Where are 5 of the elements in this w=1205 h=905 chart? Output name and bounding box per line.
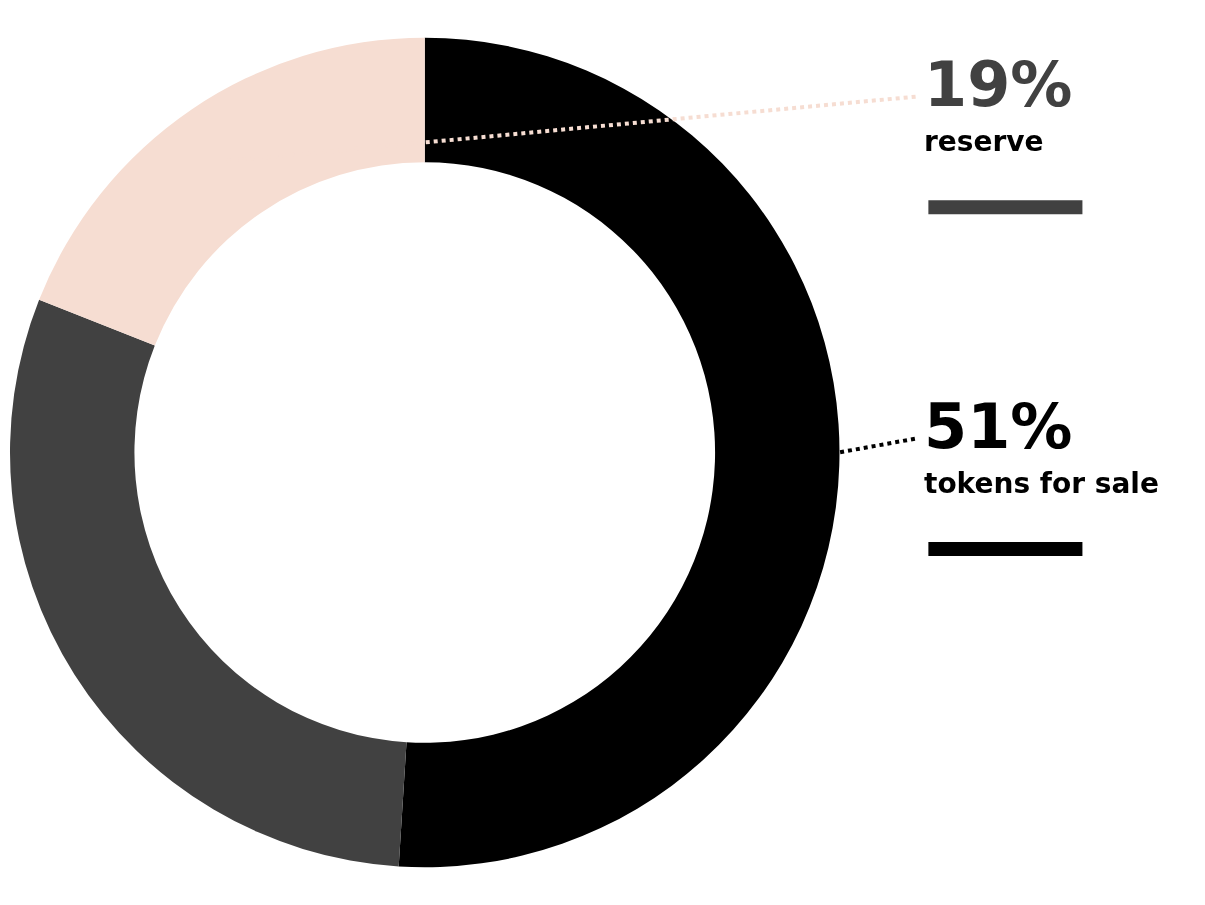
data-label: 19% [924, 48, 1073, 121]
slice-label: reserve [924, 125, 1044, 158]
slice-label: tokens for sale [924, 467, 1159, 500]
data-label: 51% [924, 390, 1073, 463]
donut-slice [10, 299, 407, 867]
